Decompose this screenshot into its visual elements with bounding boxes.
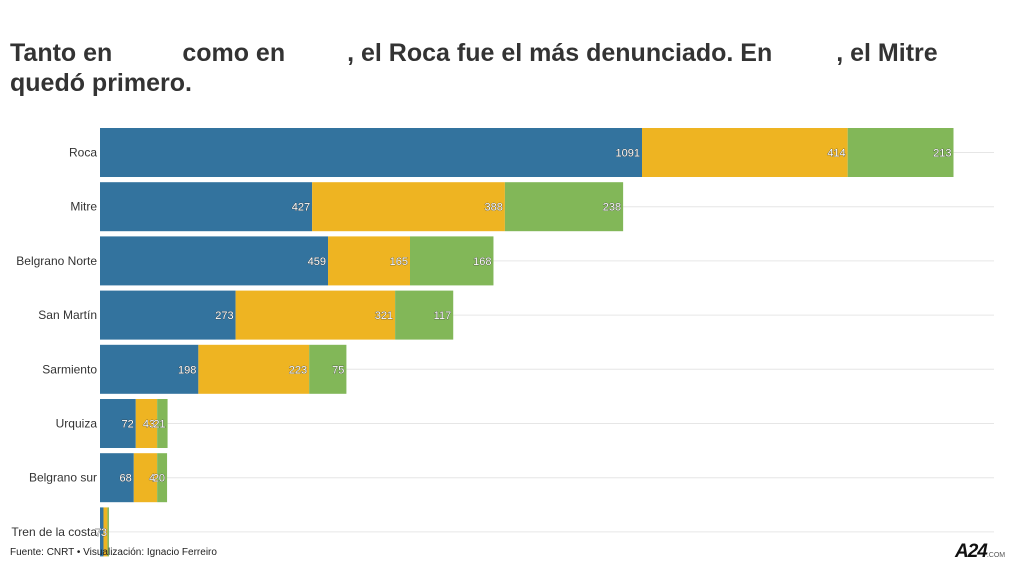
bar-segment xyxy=(103,507,108,557)
bar-segment xyxy=(100,399,136,448)
data-label: 7 xyxy=(95,527,101,539)
data-label: 388 xyxy=(485,202,503,214)
data-label: 72 xyxy=(122,419,134,431)
category-label: Sarmiento xyxy=(42,362,97,376)
data-label: 68 xyxy=(120,473,132,485)
bar-segment xyxy=(135,399,158,448)
data-label: 21 xyxy=(153,419,165,431)
data-label: 75 xyxy=(332,364,344,376)
bar-segment xyxy=(328,236,411,286)
bar-segment xyxy=(410,236,494,286)
title-part-4: , el Mitre quedó primero. xyxy=(10,39,938,97)
category-label: Tren de la costa xyxy=(11,525,97,539)
data-label: 43 xyxy=(143,419,155,431)
category-label: Belgrano sur xyxy=(29,471,97,485)
bar-segment xyxy=(309,344,347,394)
data-label: 213 xyxy=(933,148,951,160)
bar-segment xyxy=(100,290,236,340)
data-label: 4 xyxy=(149,473,155,485)
bar-segment xyxy=(847,128,954,177)
bar-segment xyxy=(100,128,643,177)
title-part-2: como en xyxy=(182,39,286,67)
bar-segment xyxy=(157,453,168,503)
bar-segment xyxy=(642,128,848,177)
data-label: 20 xyxy=(153,473,165,485)
chart-title: Tanto en como en , el Roca fue el más denu… xyxy=(10,38,1010,98)
data-label: 273 xyxy=(215,310,233,322)
data-label: 3 xyxy=(101,527,107,539)
category-label: San Martín xyxy=(38,308,97,322)
source-credit: Fuente: CNRT • Visualización: Ignacio Fe… xyxy=(10,547,217,558)
category-label: Belgrano Norte xyxy=(16,254,97,268)
category-label: Roca xyxy=(69,146,97,160)
bar-segment xyxy=(100,507,104,557)
bar-segment xyxy=(100,453,134,503)
title-part-3: , el Roca fue el más denunciado. En xyxy=(347,39,773,67)
logo-suffix: .COM xyxy=(986,552,1006,559)
bar-segment xyxy=(312,182,505,232)
data-label: 117 xyxy=(434,310,452,322)
data-label: 427 xyxy=(292,202,310,214)
data-label: 459 xyxy=(308,256,326,268)
data-label: 1091 xyxy=(616,148,640,160)
brand-logo: A24.COM xyxy=(955,541,1005,563)
data-label: 238 xyxy=(603,202,621,214)
bar-segment xyxy=(100,182,313,232)
bar-segment xyxy=(198,344,310,394)
category-label: Urquiza xyxy=(56,417,98,431)
bar-segment xyxy=(100,344,199,394)
bar-segment xyxy=(395,290,454,340)
bar-segment xyxy=(235,290,396,340)
data-label: 198 xyxy=(178,364,196,376)
data-label: 414 xyxy=(827,148,845,160)
title-part-1: Tanto en xyxy=(10,39,113,67)
bar-segment xyxy=(133,453,158,503)
category-label: Mitre xyxy=(70,200,97,214)
bar-segment xyxy=(504,182,624,232)
data-label: 223 xyxy=(289,364,307,376)
bar-segment xyxy=(157,399,168,448)
data-label: 321 xyxy=(375,310,393,322)
data-label: 168 xyxy=(473,256,491,268)
logo-text: A24 xyxy=(955,541,988,562)
data-label: 165 xyxy=(390,256,408,268)
bar-segment xyxy=(100,236,329,286)
bar-segment xyxy=(107,507,109,557)
